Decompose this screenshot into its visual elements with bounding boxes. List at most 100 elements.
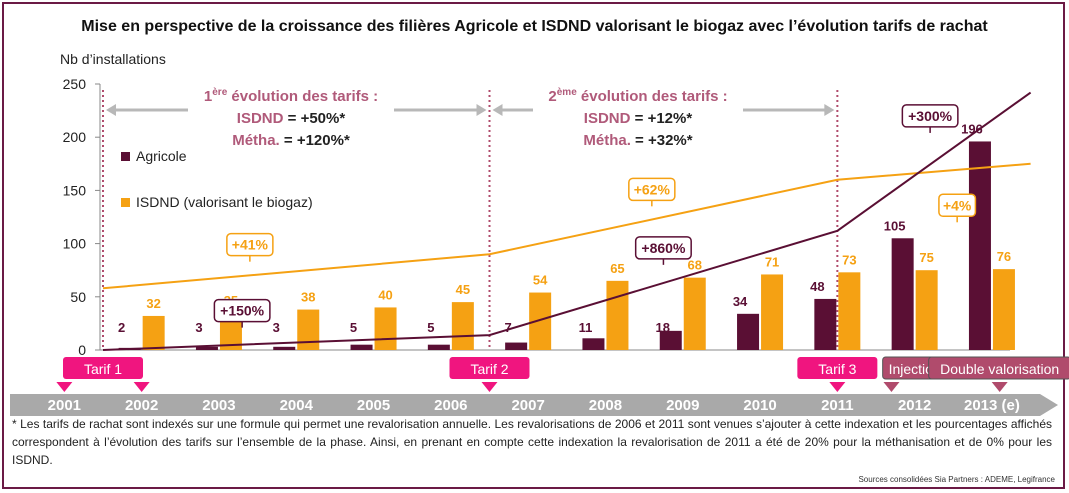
growth-callout-label: +300%: [908, 108, 953, 124]
bar-agricole: [427, 344, 450, 350]
bar-agricole: [737, 313, 760, 350]
timeline-event-box: [928, 356, 1069, 380]
bar-agricole: [195, 346, 218, 350]
data-label-isdnd: 75: [919, 250, 933, 265]
timeline-event-label: Tarif 1: [84, 361, 122, 377]
bar-isdnd: [838, 272, 861, 350]
bar-isdnd: [761, 274, 784, 350]
phase-arrow-head: [106, 104, 116, 116]
phase-2-box: 2ème évolution des tarifs : ISDND = +12%…: [533, 82, 743, 152]
timeline-year: 2005: [357, 397, 390, 414]
data-label-isdnd: 32: [146, 296, 160, 311]
timeline-event-marker: [481, 382, 498, 392]
y-tick-label: 200: [63, 129, 87, 145]
data-label-isdnd: 76: [997, 249, 1011, 264]
bar-agricole: [273, 346, 296, 350]
timeline-event-label: Double valorisation: [940, 361, 1059, 377]
data-label-agricole: 11: [579, 320, 593, 335]
timeline-event-label: Tarif 3: [818, 361, 856, 377]
timeline-year: 2008: [589, 397, 622, 414]
phase-1-box: 1ère évolution des tarifs : ISDND = +50%…: [188, 82, 394, 152]
timeline-event-marker: [133, 382, 150, 392]
timeline-year: 2007: [511, 397, 544, 414]
bar-agricole: [350, 344, 373, 350]
phase-1-heading: 1ère évolution des tarifs :: [203, 87, 379, 105]
chart-title: Mise en perspective de la croissance des…: [81, 18, 988, 35]
growth-callout-label: +150%: [220, 303, 265, 319]
data-label-agricole: 105: [884, 218, 906, 233]
timeline-year: 2001: [48, 397, 81, 414]
data-label-isdnd: 54: [533, 273, 548, 288]
legend-label: Agricole: [136, 148, 187, 164]
timeline-band: [10, 394, 1058, 416]
data-label-agricole: 18: [656, 320, 670, 335]
legend-label: ISDND (valorisant le biogaz): [136, 194, 313, 210]
bar-isdnd: [606, 280, 629, 350]
data-label-isdnd: 40: [378, 287, 392, 302]
timeline-year: 2003: [202, 397, 235, 414]
y-tick-label: 0: [78, 342, 86, 358]
bar-isdnd: [683, 277, 706, 350]
phase-2-heading: 2ème évolution des tarifs :: [548, 87, 728, 105]
data-label-agricole: 48: [810, 279, 824, 294]
sources-note: Sources consolidées Sia Partners : ADEME…: [858, 475, 1055, 484]
timeline-event-marker: [829, 382, 846, 392]
timeline-year: 2011: [821, 397, 854, 414]
timeline-year: 2002: [125, 397, 158, 414]
trend-line-isdnd: [102, 162, 1031, 290]
timeline-event-box: [797, 357, 878, 379]
bar-isdnd: [915, 270, 938, 350]
timeline-year: 2004: [280, 397, 314, 414]
phase-2-metha: Métha. = +32%*: [583, 132, 693, 149]
data-label-agricole: 5: [427, 320, 434, 335]
timeline-year: 2009: [666, 397, 699, 414]
data-label-isdnd: 65: [610, 261, 624, 276]
y-tick-label: 250: [63, 76, 87, 92]
timeline-year: 2010: [743, 397, 776, 414]
timeline-year: 2006: [434, 397, 467, 414]
footnote: * Les tarifs de rachat sont indexés sur …: [12, 417, 1052, 467]
phase-2-isdnd: ISDND = +12%*: [583, 110, 693, 127]
data-label-agricole: 34: [733, 294, 748, 309]
data-label-isdnd: 45: [456, 282, 470, 297]
timeline-event-box: [63, 357, 143, 379]
legend-swatch: [121, 152, 130, 161]
data-label-agricole: 3: [273, 320, 280, 335]
bar-agricole: [968, 141, 991, 350]
data-label-isdnd: 73: [842, 252, 856, 267]
bar-isdnd: [297, 309, 320, 350]
legend-swatch: [121, 198, 130, 207]
bar-isdnd: [451, 302, 474, 350]
growth-callout-label: +62%: [634, 181, 671, 197]
growth-callout-label: +860%: [641, 240, 686, 256]
phase-1-isdnd: ISDND = +50%*: [236, 110, 346, 127]
timeline-event-label: Tarif 2: [470, 361, 508, 377]
data-label-agricole: 196: [961, 121, 983, 136]
phase-arrow-head: [824, 104, 835, 116]
data-label-agricole: 5: [350, 320, 357, 335]
timeline-event-box: [449, 357, 530, 379]
bar-agricole: [814, 298, 837, 350]
growth-callout-label: +4%: [943, 197, 972, 213]
y-axis-label: Nb d’installations: [60, 51, 166, 67]
timeline-event-marker: [991, 382, 1008, 392]
timeline-event-label: Injection: [889, 361, 941, 377]
timeline-year: 2013 (e): [964, 397, 1020, 414]
timeline-year: 2012: [898, 397, 931, 414]
phase-arrow-head: [492, 104, 503, 116]
growth-callout-label: +41%: [232, 237, 269, 253]
y-tick-label: 100: [63, 236, 87, 252]
timeline-event-marker: [883, 382, 900, 392]
bar-agricole: [505, 342, 528, 350]
data-label-isdnd: 68: [688, 258, 702, 273]
bar-agricole: [659, 330, 682, 350]
y-tick-label: 150: [63, 182, 87, 198]
data-label-agricole: 3: [195, 320, 202, 335]
trend-line-agricole: [102, 91, 1032, 351]
bar-isdnd: [142, 315, 165, 350]
phase-1-metha: Métha. = +120%*: [232, 132, 350, 149]
phase-arrow-head: [476, 104, 487, 116]
bar-agricole: [582, 338, 605, 350]
